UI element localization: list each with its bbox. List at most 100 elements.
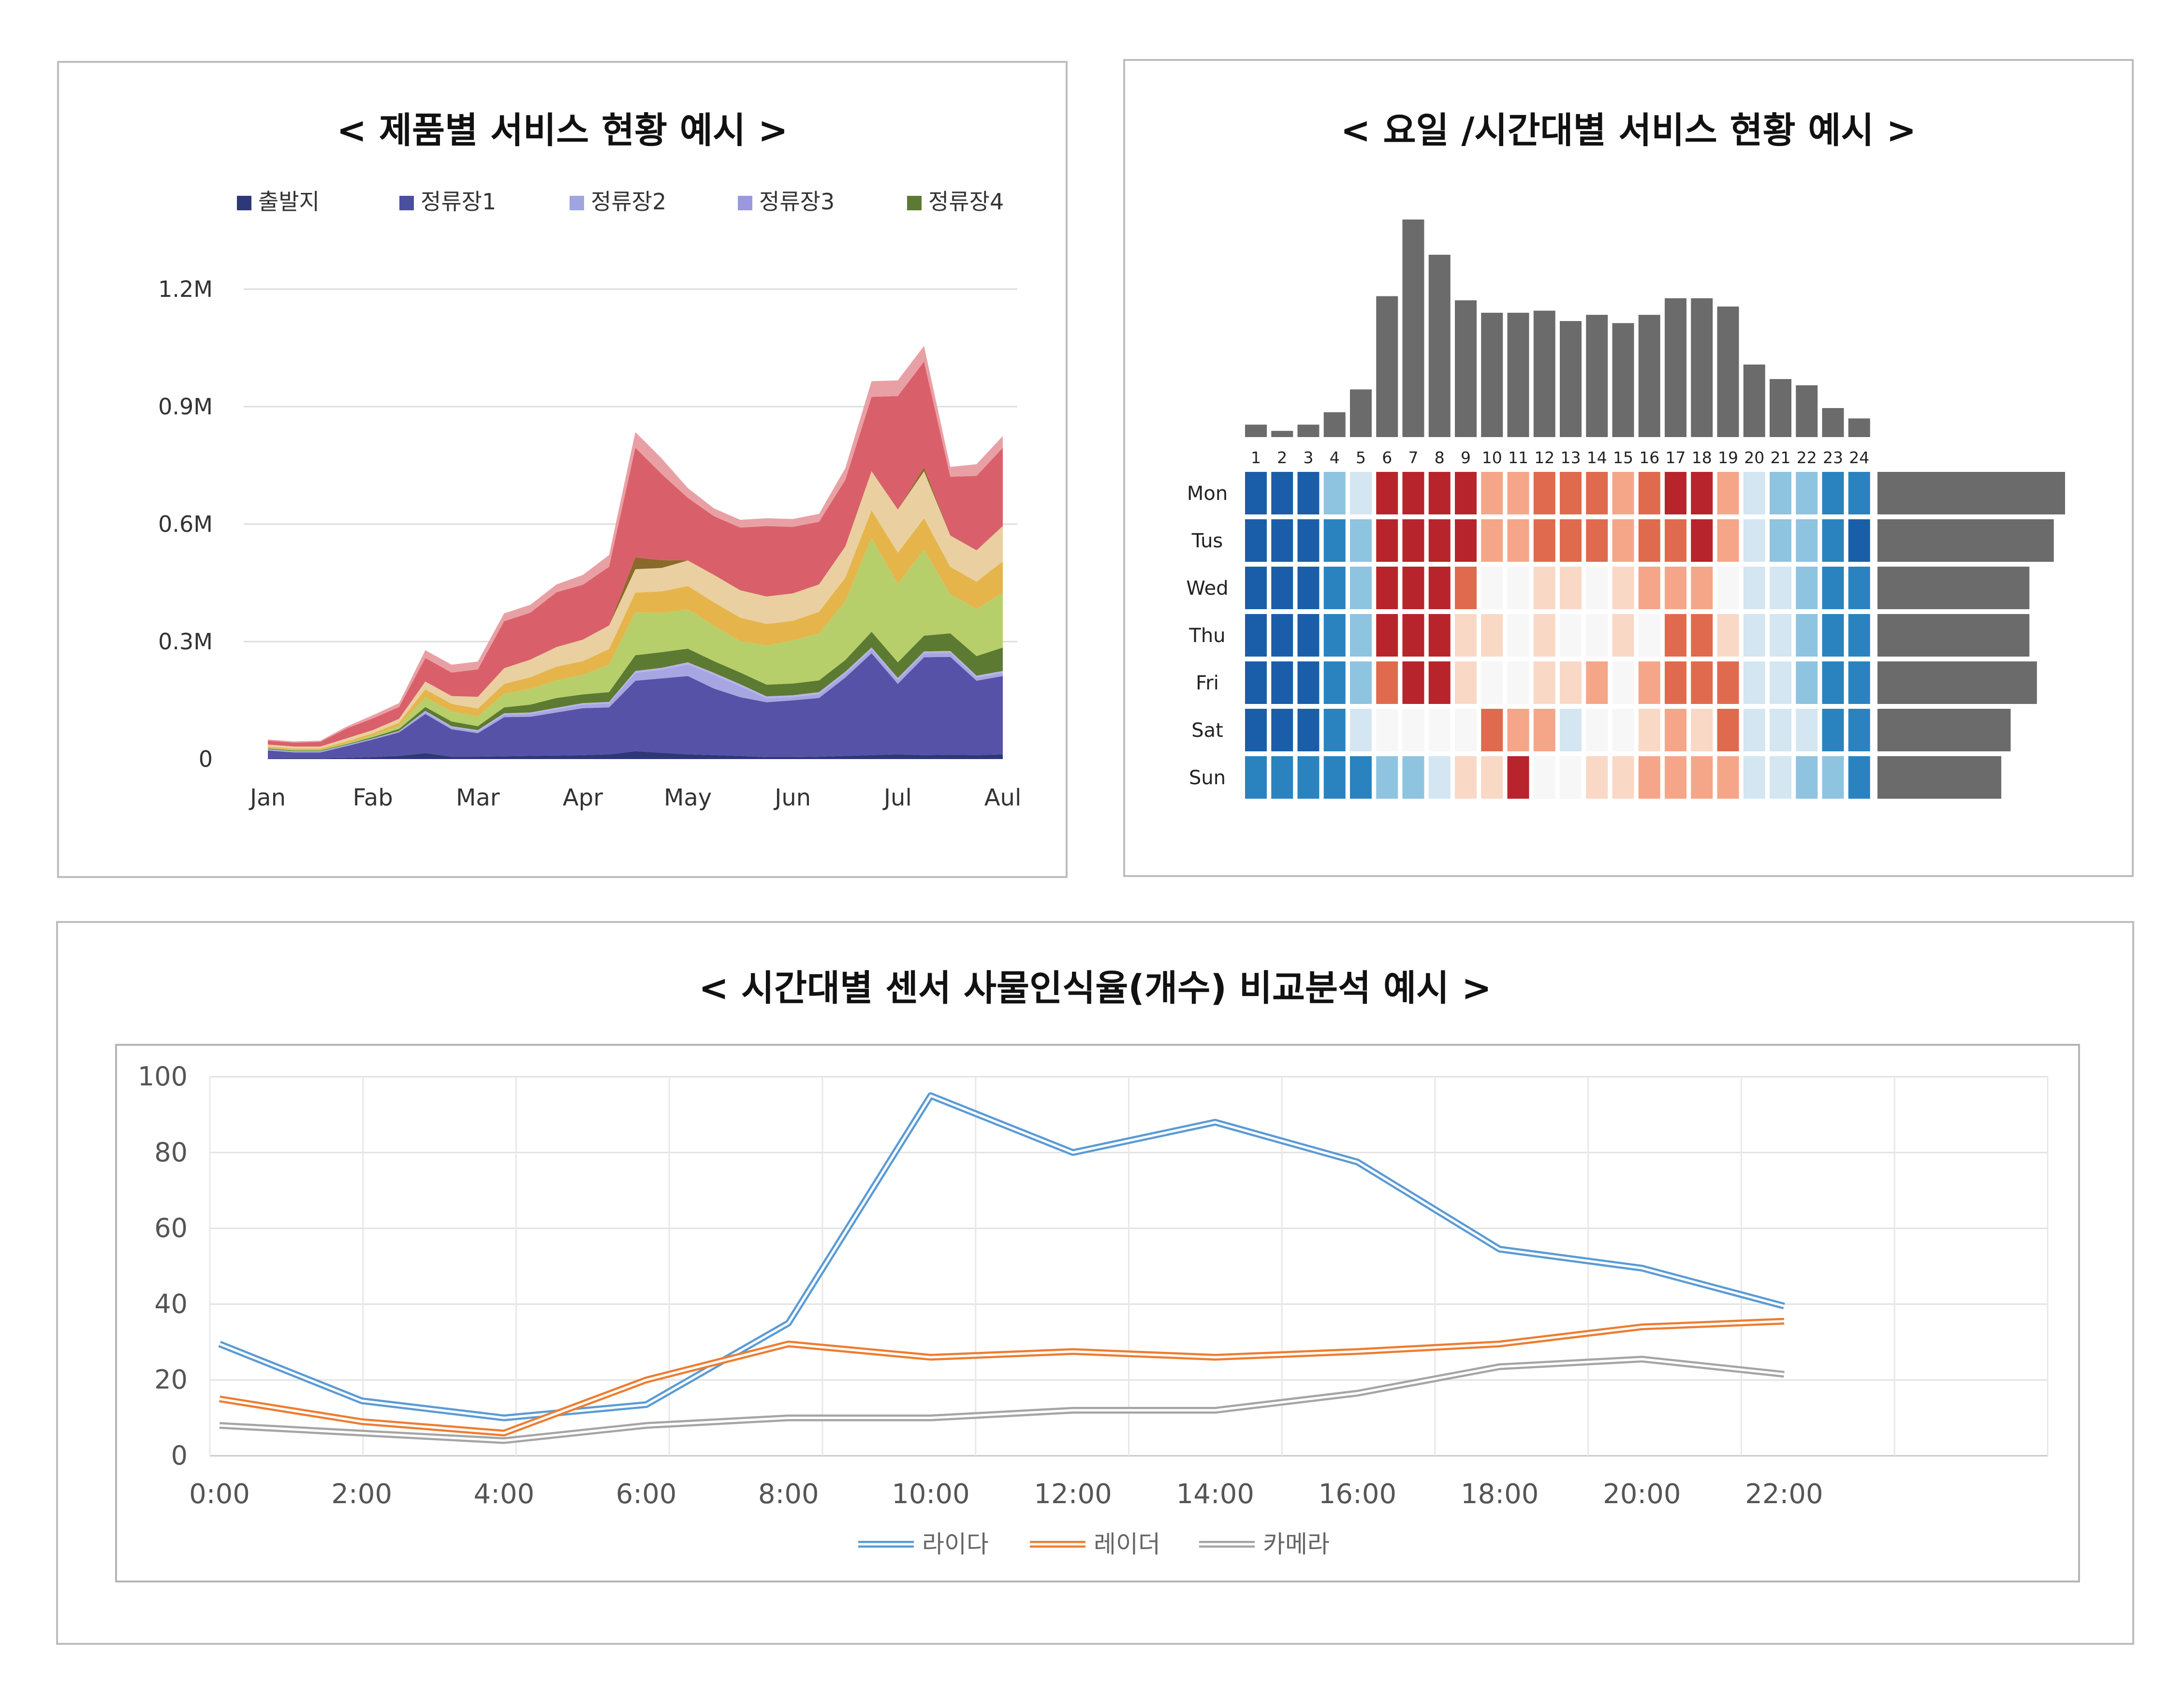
heatmap-cell — [1507, 756, 1529, 799]
heatmap-cell — [1612, 472, 1634, 514]
hourly-bar — [1376, 296, 1398, 437]
day-label: Tus — [1191, 530, 1223, 552]
x-tick-label: 8:00 — [758, 1478, 819, 1510]
heatmap-cell — [1848, 709, 1870, 751]
area-layer — [268, 510, 1003, 750]
hourly-bar — [1507, 312, 1529, 437]
hourly-bar — [1245, 424, 1267, 437]
heatmap-cell — [1848, 756, 1870, 799]
heatmap-cell — [1481, 567, 1503, 609]
heatmap-cell — [1717, 661, 1739, 704]
heatmap-cell — [1507, 709, 1529, 751]
legend-swatch — [399, 196, 414, 210]
legend-label: 정류장2 — [591, 189, 666, 215]
heatmap-cell — [1350, 614, 1372, 657]
heatmap-cell — [1770, 756, 1791, 799]
heatmap-cell — [1376, 567, 1398, 609]
heatmap-cell — [1822, 756, 1844, 799]
legend-label: 카메라 — [1263, 1530, 1330, 1558]
heatmap-cell — [1402, 519, 1424, 562]
weekday-hour-panel: < 요일 /시간대별 서비스 현황 예시 > 1 2 3 4 5 6 7 8 9 10 11 12 13… — [1123, 59, 2134, 877]
daily-bar — [1877, 756, 2002, 799]
hour-label: 8 — [1435, 448, 1445, 467]
heatmap-cell — [1743, 614, 1765, 657]
hour-label: 9 — [1461, 448, 1471, 467]
heatmap-cell — [1271, 567, 1293, 609]
heatmap-cell — [1507, 614, 1529, 657]
heatmap-cell — [1586, 519, 1608, 562]
area-layer — [268, 751, 1003, 759]
heatmap-cell — [1848, 472, 1870, 514]
heatmap-cell — [1796, 709, 1818, 751]
hour-label: 23 — [1823, 448, 1843, 467]
product-chart-title: < 제품별 서비스 현황 예시 > — [337, 110, 788, 151]
legend-swatch — [738, 196, 752, 210]
heatmap-cell — [1717, 709, 1739, 751]
heatmap-cell — [1323, 709, 1346, 751]
area-layer — [268, 471, 1003, 749]
heatmap-cell — [1271, 661, 1293, 704]
heatmap-cell — [1822, 614, 1844, 657]
y-tick-label: 80 — [154, 1137, 188, 1168]
heatmap-cell — [1533, 709, 1555, 751]
heatmap-cell — [1586, 709, 1608, 751]
heatmap-cell — [1350, 661, 1372, 704]
heatmap-cell — [1350, 756, 1372, 799]
heatmap-cell — [1376, 709, 1398, 751]
y-tick-label: 60 — [154, 1213, 188, 1244]
day-label: Mon — [1187, 483, 1228, 505]
hour-label: 7 — [1408, 448, 1419, 467]
hour-label: 10 — [1482, 448, 1502, 467]
heatmap-cell — [1455, 472, 1477, 514]
heatmap-cell — [1796, 614, 1818, 657]
heatmap-cell — [1717, 567, 1739, 609]
heatmap-cell — [1560, 709, 1582, 751]
heatmap-cell — [1638, 472, 1660, 514]
hour-label: 2 — [1277, 448, 1287, 467]
heatmap-cell — [1796, 756, 1818, 799]
heatmap-cell — [1402, 661, 1424, 704]
heatmap-cell — [1770, 567, 1791, 609]
hour-label: 12 — [1534, 448, 1554, 467]
heatmap-cell — [1770, 472, 1791, 514]
x-tick-label: Jun — [773, 784, 811, 811]
hourly-bar — [1770, 379, 1791, 437]
hour-label: 14 — [1587, 448, 1607, 467]
x-tick-label: Jul — [882, 784, 912, 811]
heatmap-cell — [1717, 472, 1739, 514]
heatmap-cell — [1796, 567, 1818, 609]
heatmap-cell — [1665, 614, 1686, 657]
heatmap-cell — [1533, 472, 1555, 514]
hourly-bar — [1586, 315, 1608, 437]
heatmap-cell — [1481, 472, 1503, 514]
heatmap-cell — [1245, 472, 1267, 514]
heatmap-cell — [1297, 519, 1319, 562]
heatmap-chart-title: < 요일 /시간대별 서비스 현황 예시 > — [1340, 110, 1917, 151]
hour-label: 3 — [1304, 448, 1314, 467]
heatmap-cell — [1376, 614, 1398, 657]
hour-label: 24 — [1849, 448, 1869, 467]
hourly-bar — [1350, 389, 1372, 437]
x-tick-label: 4:00 — [473, 1478, 534, 1510]
y-tick-label: 20 — [154, 1364, 188, 1395]
heatmap-cell — [1323, 567, 1346, 609]
hourly-bar — [1822, 408, 1844, 437]
series-line-inner — [219, 1358, 1785, 1442]
heatmap-cell — [1507, 519, 1529, 562]
heatmap-cell — [1455, 614, 1477, 657]
line-chart-title: < 시간대별 센서 사물인식율(개수) 비교분석 예시 > — [699, 967, 1492, 1009]
heatmap-cell — [1691, 614, 1713, 657]
heatmap-cell — [1612, 614, 1634, 657]
y-tick-label: 0.3M — [158, 629, 213, 655]
daily-bar — [1877, 567, 2030, 609]
hourly-bar — [1481, 312, 1503, 437]
heatmap-cell — [1665, 661, 1686, 704]
heatmap-cell — [1612, 709, 1634, 751]
area-layer — [268, 653, 1003, 759]
heatmap-cell — [1323, 661, 1346, 704]
heatmap-cell — [1770, 614, 1791, 657]
day-label: Wed — [1186, 577, 1228, 600]
x-tick-label: 10:00 — [892, 1478, 969, 1510]
heatmap-cell — [1533, 519, 1555, 562]
x-tick-label: 16:00 — [1319, 1478, 1396, 1510]
